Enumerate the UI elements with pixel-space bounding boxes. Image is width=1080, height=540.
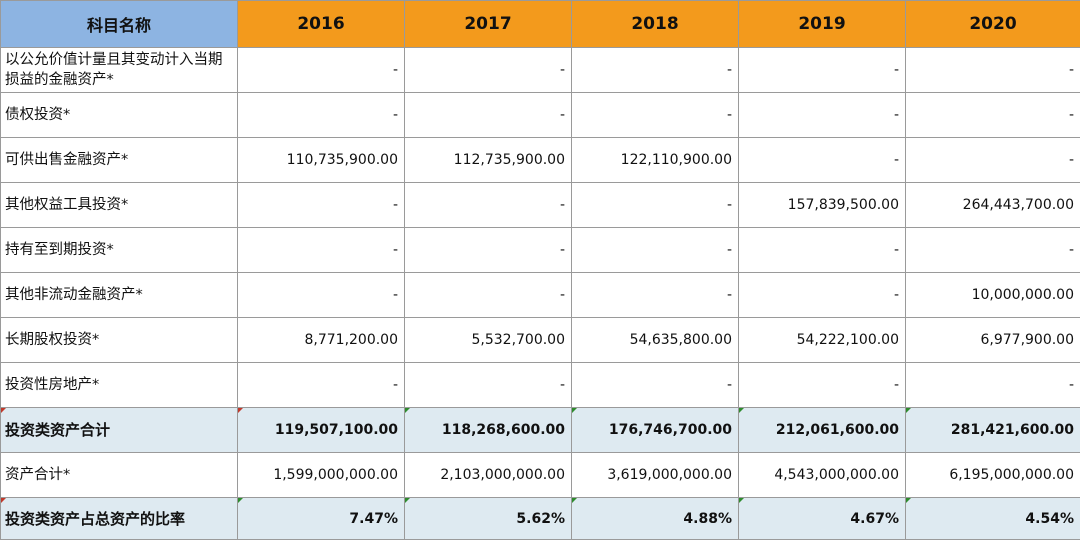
cell-value: 4.54% xyxy=(905,497,1080,540)
cell-value: 8,771,200.00 xyxy=(237,317,405,363)
cell-value: - xyxy=(738,227,906,273)
year-header-2017: 2017 xyxy=(404,0,572,48)
summary-row-investment-total: 投资类资产合计 119,507,100.00 118,268,600.00 17… xyxy=(0,407,1080,453)
cell-value: 6,195,000,000.00 xyxy=(905,452,1080,498)
year-header-2016: 2016 xyxy=(237,0,405,48)
cell-value: - xyxy=(738,137,906,183)
row-label: 长期股权投资* xyxy=(0,317,238,363)
cell-value: - xyxy=(237,272,405,318)
subject-name-header: 科目名称 xyxy=(0,0,238,48)
cell-value: 3,619,000,000.00 xyxy=(571,452,739,498)
table-row: 其他权益工具投资* - - - 157,839,500.00 264,443,7… xyxy=(0,182,1080,228)
cell-value: 281,421,600.00 xyxy=(905,407,1080,453)
cell-value: 122,110,900.00 xyxy=(571,137,739,183)
cell-value: 112,735,900.00 xyxy=(404,137,572,183)
cell-value: 10,000,000.00 xyxy=(905,272,1080,318)
summary-row-ratio: 投资类资产占总资产的比率 7.47% 5.62% 4.88% 4.67% 4.5… xyxy=(0,497,1080,540)
cell-value: - xyxy=(571,362,739,408)
cell-value: - xyxy=(404,227,572,273)
year-header-2020: 2020 xyxy=(905,0,1080,48)
year-header-2019: 2019 xyxy=(738,0,906,48)
cell-value: - xyxy=(571,272,739,318)
table-row: 债权投资* - - - - - xyxy=(0,92,1080,138)
cell-value: - xyxy=(404,272,572,318)
cell-value: 4,543,000,000.00 xyxy=(738,452,906,498)
cell-value: - xyxy=(404,362,572,408)
cell-value: - xyxy=(571,92,739,138)
row-label: 持有至到期投资* xyxy=(0,227,238,273)
cell-value: 110,735,900.00 xyxy=(237,137,405,183)
cell-value: - xyxy=(237,182,405,228)
cell-value: - xyxy=(404,47,572,93)
cell-value: - xyxy=(905,227,1080,273)
cell-value: - xyxy=(237,227,405,273)
cell-value: - xyxy=(571,47,739,93)
cell-value: - xyxy=(237,47,405,93)
table-row: 长期股权投资* 8,771,200.00 5,532,700.00 54,635… xyxy=(0,317,1080,363)
row-label: 投资类资产合计 xyxy=(0,407,238,453)
cell-value: 119,507,100.00 xyxy=(237,407,405,453)
cell-value: 176,746,700.00 xyxy=(571,407,739,453)
cell-value: 5,532,700.00 xyxy=(404,317,572,363)
cell-value: 54,635,800.00 xyxy=(571,317,739,363)
cell-value: - xyxy=(738,47,906,93)
cell-value: - xyxy=(905,137,1080,183)
cell-value: - xyxy=(905,362,1080,408)
header-row: 科目名称 2016 2017 2018 2019 2020 xyxy=(0,0,1080,48)
row-label: 投资类资产占总资产的比率 xyxy=(0,497,238,540)
row-label: 可供出售金融资产* xyxy=(0,137,238,183)
table-row: 持有至到期投资* - - - - - xyxy=(0,227,1080,273)
cell-value: - xyxy=(738,92,906,138)
cell-value: - xyxy=(237,92,405,138)
cell-value: - xyxy=(738,272,906,318)
cell-value: 157,839,500.00 xyxy=(738,182,906,228)
row-label: 其他权益工具投资* xyxy=(0,182,238,228)
cell-value: - xyxy=(738,362,906,408)
cell-value: 118,268,600.00 xyxy=(404,407,572,453)
cell-value: - xyxy=(404,182,572,228)
table-row: 投资性房地产* - - - - - xyxy=(0,362,1080,408)
row-label: 以公允价值计量且其变动计入当期损益的金融资产* xyxy=(0,47,238,93)
row-label: 资产合计* xyxy=(0,452,238,498)
cell-value: 212,061,600.00 xyxy=(738,407,906,453)
cell-value: 4.67% xyxy=(738,497,906,540)
table-row: 资产合计* 1,599,000,000.00 2,103,000,000.00 … xyxy=(0,452,1080,498)
cell-value: - xyxy=(905,47,1080,93)
cell-value: 2,103,000,000.00 xyxy=(404,452,572,498)
cell-value: 1,599,000,000.00 xyxy=(237,452,405,498)
row-label: 投资性房地产* xyxy=(0,362,238,408)
cell-value: 7.47% xyxy=(237,497,405,540)
table-row: 其他非流动金融资产* - - - - 10,000,000.00 xyxy=(0,272,1080,318)
cell-value: - xyxy=(905,92,1080,138)
table-row: 可供出售金融资产* 110,735,900.00 112,735,900.00 … xyxy=(0,137,1080,183)
cell-value: - xyxy=(237,362,405,408)
cell-value: 264,443,700.00 xyxy=(905,182,1080,228)
cell-value: - xyxy=(571,227,739,273)
table-row: 以公允价值计量且其变动计入当期损益的金融资产* - - - - - xyxy=(0,47,1080,93)
cell-value: - xyxy=(404,92,572,138)
cell-value: 4.88% xyxy=(571,497,739,540)
cell-value: - xyxy=(571,182,739,228)
row-label: 债权投资* xyxy=(0,92,238,138)
cell-value: 6,977,900.00 xyxy=(905,317,1080,363)
row-label: 其他非流动金融资产* xyxy=(0,272,238,318)
cell-value: 54,222,100.00 xyxy=(738,317,906,363)
year-header-2018: 2018 xyxy=(571,0,739,48)
cell-value: 5.62% xyxy=(404,497,572,540)
